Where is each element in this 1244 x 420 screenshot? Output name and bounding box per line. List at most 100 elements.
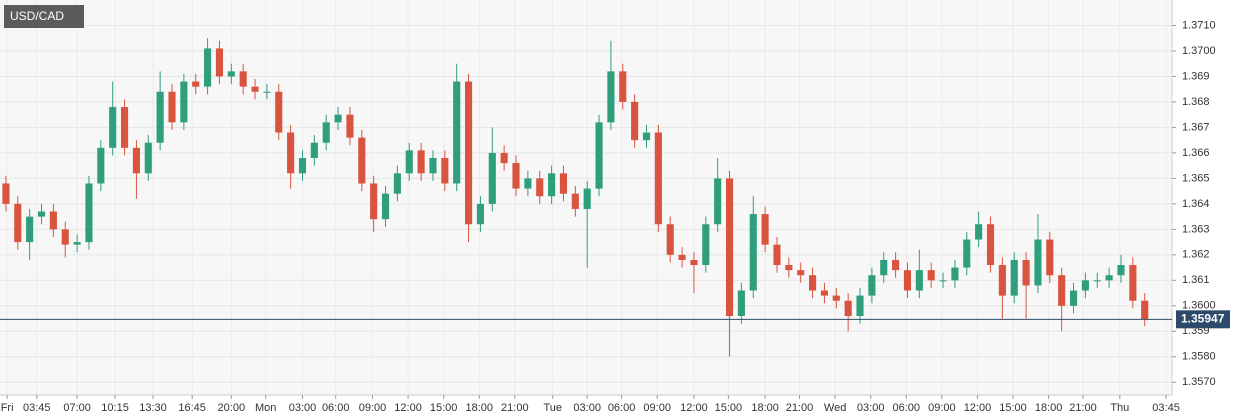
y-tick-label: 1.366 (1182, 147, 1210, 159)
candle-body (714, 178, 722, 225)
candle-body (749, 214, 757, 291)
candle-body (820, 290, 828, 296)
candle-body (370, 183, 378, 220)
candle-body (666, 224, 674, 255)
candle-body (1117, 265, 1125, 276)
x-tick-label: 03:45 (23, 402, 51, 414)
candle-body (986, 224, 995, 266)
candle-body (809, 275, 817, 291)
candle-body (73, 242, 81, 245)
x-tick-label: 03:45 (1152, 402, 1180, 414)
x-tick-label: Wed (824, 402, 846, 414)
y-tick-label: 1.369 (1182, 70, 1210, 82)
y-tick-label: 1.363 (1182, 223, 1210, 235)
candle-body (144, 142, 152, 174)
y-tick-label: 1.368 (1182, 96, 1210, 108)
candle-body (571, 193, 579, 209)
y-tick-label: 1.3700 (1182, 45, 1216, 57)
last-price-tag (1176, 310, 1230, 329)
candle-body (85, 183, 93, 243)
candle-body (132, 147, 140, 174)
y-tick-label: 1.361 (1182, 274, 1210, 286)
candle-body (476, 203, 484, 225)
candle-body (1046, 239, 1054, 276)
x-tick-label: Mon (255, 402, 276, 414)
candle-body (120, 107, 129, 148)
candle-body (322, 122, 330, 143)
candle-body (263, 91, 271, 93)
candle-body (227, 71, 235, 77)
x-tick-label: 07:00 (63, 402, 91, 414)
x-tick-label: 09:00 (928, 402, 956, 414)
y-tick-label: 1.367 (1182, 121, 1210, 133)
candle-body (358, 137, 366, 184)
candle-body (251, 86, 259, 92)
x-tick-label: 13:30 (139, 402, 167, 414)
x-tick-label: 06:00 (893, 402, 921, 414)
candle-body (109, 107, 117, 148)
candle-body (737, 290, 745, 316)
x-tick-label: 12:00 (394, 402, 422, 414)
candle-body (334, 114, 342, 123)
candle-body (856, 295, 864, 316)
candle-body (773, 244, 781, 266)
candle-body (880, 259, 888, 276)
candle-body (465, 81, 473, 225)
x-tick-label: 10:15 (101, 402, 129, 414)
candle-body (642, 132, 651, 141)
candle-body (429, 158, 437, 174)
candle-body (192, 81, 200, 87)
candle-body (417, 150, 425, 174)
y-tick-label: 1.362 (1182, 249, 1210, 261)
x-tick-label: 03:00 (289, 402, 317, 414)
x-tick-label: 09:00 (359, 402, 387, 414)
candle-body (998, 265, 1006, 296)
candle-body (915, 270, 923, 291)
candle-body (49, 211, 57, 230)
candle-body (702, 224, 710, 266)
candle-body (868, 275, 876, 296)
candle-body (1034, 239, 1042, 286)
candle-body (168, 91, 176, 123)
candle-body (1105, 275, 1113, 281)
candle-body (975, 224, 983, 240)
candle-body (37, 211, 46, 217)
x-tick-label: 18:00 (1035, 402, 1063, 414)
candle-body (1093, 280, 1101, 282)
x-tick-label: 18:00 (465, 402, 493, 414)
candle-body (963, 239, 971, 268)
title-box (4, 5, 84, 28)
candle-body (1058, 275, 1066, 306)
x-tick-label: 20:00 (218, 402, 246, 414)
candle-body (524, 178, 532, 189)
x-tick-label: 12:00 (964, 402, 992, 414)
candle-body (405, 150, 413, 174)
candle-body (512, 163, 520, 189)
candle-body (832, 295, 840, 301)
x-tick-label: Fri (1, 402, 14, 414)
candle-body (156, 91, 164, 143)
x-tick-label: 12:00 (680, 402, 708, 414)
x-tick-label: 18:00 (751, 402, 779, 414)
candle-body (939, 280, 947, 282)
candle-body (1129, 265, 1137, 301)
x-tick-label: 09:00 (643, 402, 671, 414)
x-tick-label: Tue (544, 402, 563, 414)
candle-body (844, 300, 852, 316)
chart-title: USD/CAD (10, 9, 64, 23)
y-tick-label: 1.3710 (1182, 19, 1216, 31)
candle-body (690, 259, 698, 266)
candle-body (797, 270, 805, 276)
candles (2, 38, 1149, 357)
candle-body (61, 229, 69, 245)
candle-body (453, 81, 461, 184)
x-tick-label: 06:00 (608, 402, 636, 414)
candle-body (393, 173, 401, 194)
x-tick-label: Thu (1110, 402, 1129, 414)
candle-body (927, 270, 935, 281)
candle-body (14, 203, 22, 243)
y-tick-label: 1.3580 (1182, 351, 1216, 363)
candle-body (785, 265, 793, 271)
candle-body (892, 259, 900, 271)
